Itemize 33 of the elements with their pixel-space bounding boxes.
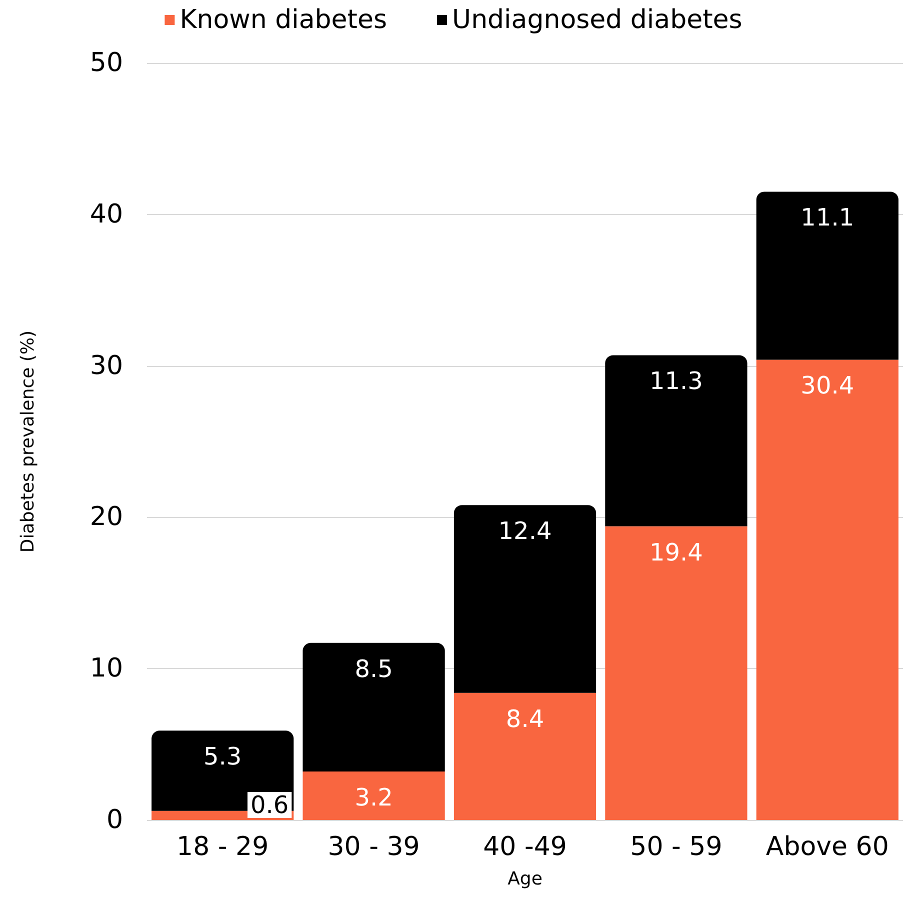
data-label: 11.3: [649, 367, 703, 396]
data-label: 8.5: [354, 654, 393, 683]
y-tick-label: 10: [90, 654, 123, 684]
y-tick-label: 40: [90, 199, 123, 230]
data-label: 0.6: [250, 791, 289, 819]
x-tick-label: 50 - 59: [630, 832, 722, 862]
y-tick-label: 50: [90, 48, 123, 78]
y-tick-label: 20: [90, 502, 123, 532]
x-tick-label: 40 -49: [483, 832, 567, 862]
bar: [756, 192, 898, 360]
x-tick-label: 30 - 39: [328, 832, 420, 862]
data-label: 8.4: [506, 704, 544, 733]
x-axis-title: Age: [508, 868, 542, 890]
data-label: 3.2: [354, 784, 393, 812]
data-label: 5.3: [204, 742, 242, 771]
bar: [454, 505, 596, 693]
bar: [454, 692, 596, 820]
data-label: 30.4: [800, 372, 854, 400]
y-tick-label: 0: [106, 805, 123, 835]
data-label: 11.1: [800, 204, 854, 232]
x-tick-label: Above 60: [766, 832, 889, 862]
legend-label: Undiagnosed diabetes: [452, 5, 742, 35]
bar: [605, 355, 748, 526]
data-label: 12.4: [498, 517, 552, 546]
bar: [302, 642, 445, 772]
data-label: 19.4: [649, 538, 703, 566]
bar: [756, 360, 898, 820]
y-axis-title: Diabetes prevalence (%): [18, 330, 38, 553]
bar: [302, 772, 445, 820]
x-tick-label: 18 - 29: [176, 832, 269, 862]
legend-label: Known diabetes: [180, 5, 388, 35]
bar: [605, 526, 748, 820]
y-tick-label: 30: [90, 350, 123, 381]
